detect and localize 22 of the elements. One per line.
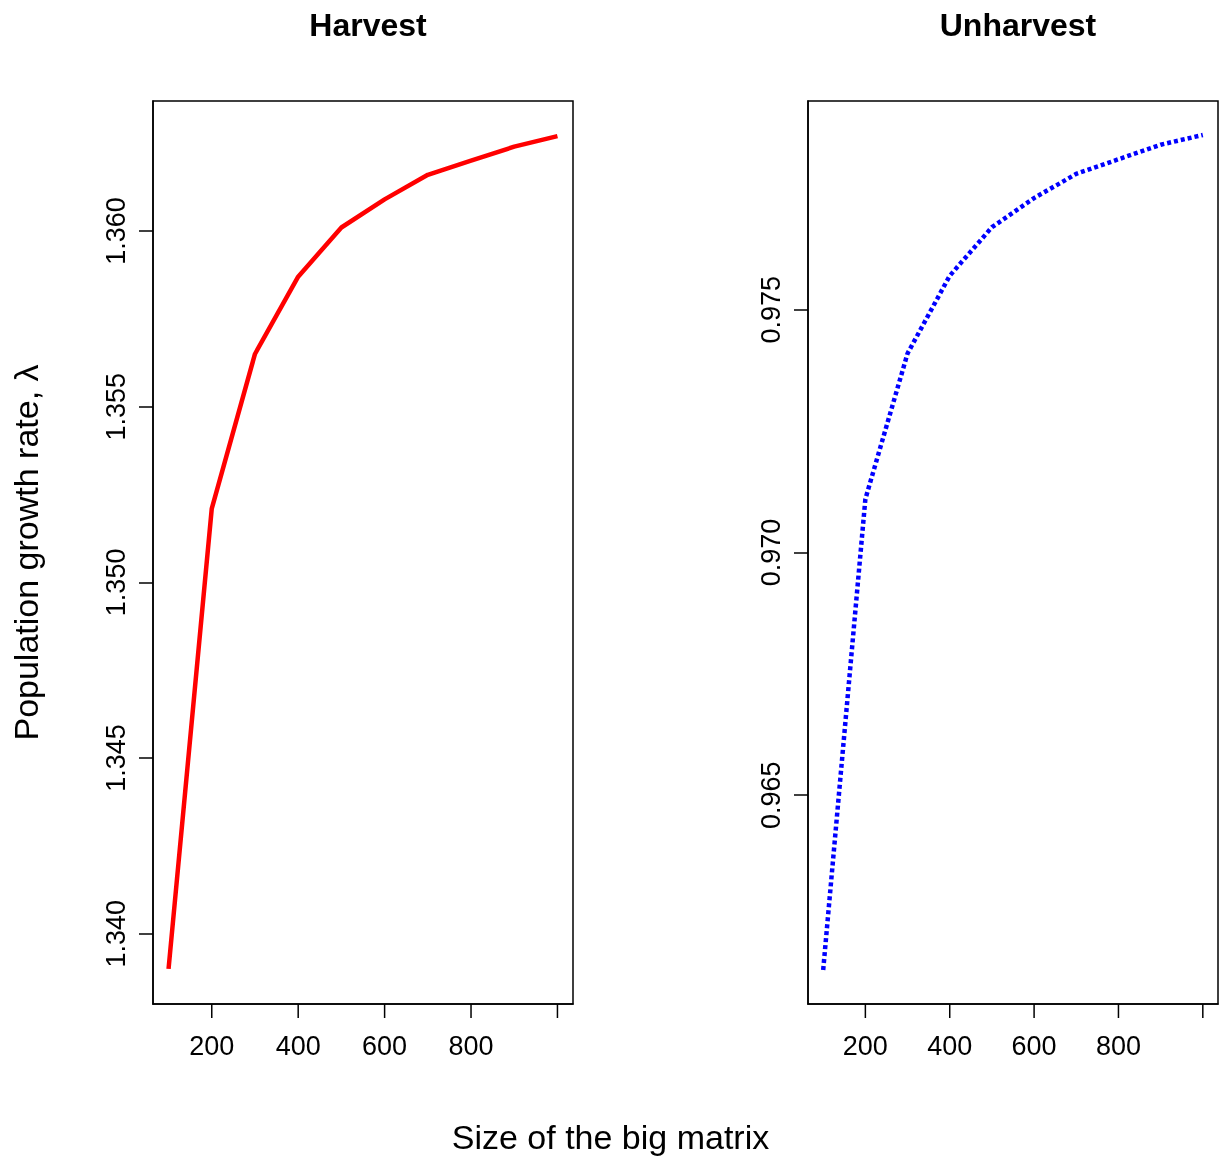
line-series	[166, 133, 560, 972]
y-tick-label: 1.345	[100, 724, 131, 792]
x-tick-label: 400	[275, 1030, 321, 1061]
x-tick-label: 400	[927, 1030, 973, 1061]
x-axis-title: Size of the big matrix	[450, 1118, 771, 1157]
y-tick-label: 1.360	[100, 197, 131, 265]
x-tick-label: 200	[842, 1030, 888, 1061]
line-series	[820, 132, 1206, 973]
x-tick-label: 600	[1011, 1030, 1057, 1061]
chart-title: Harvest	[309, 7, 428, 43]
y-tick-label: 0.975	[755, 275, 786, 344]
chart-title: Unharvest	[939, 7, 1097, 43]
y-tick-label: 0.970	[755, 518, 786, 587]
x-tick-label: 200	[189, 1030, 235, 1061]
y-tick-label: 1.355	[100, 372, 131, 441]
x-tick-label: 800	[448, 1030, 494, 1061]
y-tick-label: 1.340	[100, 899, 131, 968]
y-axis-title: Population growth rate, λ	[7, 364, 45, 741]
x-tick-label: 600	[362, 1030, 408, 1061]
y-tick-label: 1.350	[100, 548, 131, 617]
y-tick-label: 0.965	[755, 761, 786, 830]
x-tick-label: 800	[1095, 1030, 1141, 1061]
